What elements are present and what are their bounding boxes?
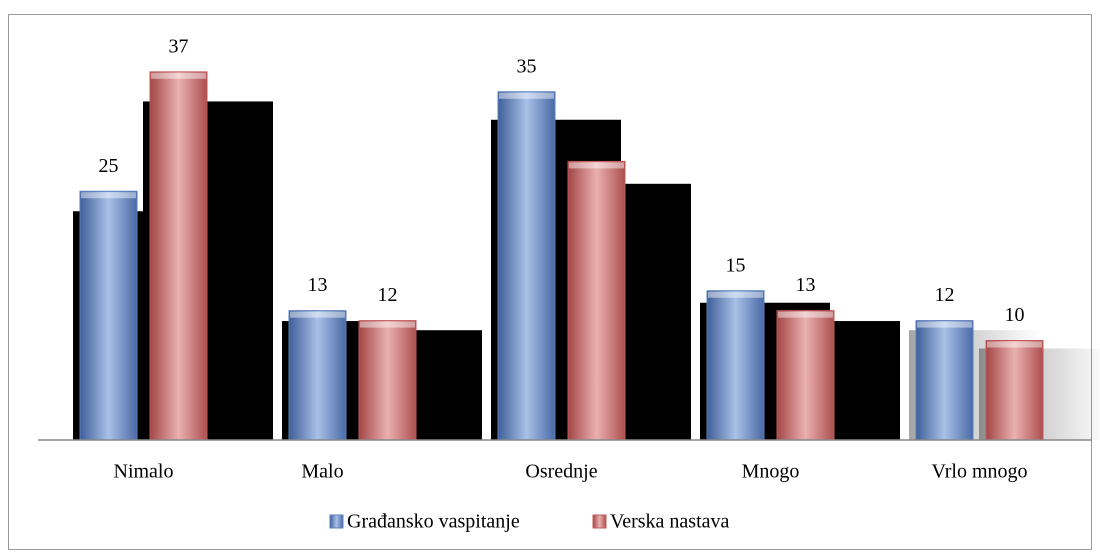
bar xyxy=(149,71,208,441)
bar xyxy=(288,310,347,441)
bar-bevel xyxy=(360,321,415,328)
legend-swatch xyxy=(329,514,344,529)
legend-swatch xyxy=(592,514,607,529)
data-label: 25 xyxy=(99,155,119,177)
bar-bevel xyxy=(151,72,206,79)
legend-label: Verska nastava xyxy=(610,511,730,533)
bar xyxy=(79,190,138,441)
bar xyxy=(358,320,417,441)
data-label: 12 xyxy=(378,284,398,306)
bar xyxy=(497,91,556,441)
bar-bevel xyxy=(81,192,136,199)
bar-bevel xyxy=(917,321,972,328)
bar xyxy=(776,310,835,441)
bar-bevel xyxy=(290,311,345,318)
x-tick-label: Osrednje xyxy=(525,461,597,483)
x-tick-label: Malo xyxy=(301,461,343,483)
data-label: 15 xyxy=(726,254,746,276)
data-label: 12 xyxy=(935,284,955,306)
x-tick-label: Mnogo xyxy=(742,461,800,483)
bar xyxy=(567,160,626,441)
data-label: 10 xyxy=(1005,304,1025,326)
x-tick-label: Nimalo xyxy=(114,461,174,483)
bar-bevel xyxy=(987,341,1042,348)
bar-bevel xyxy=(708,291,763,298)
data-label: 13 xyxy=(308,274,328,296)
bar-bevel xyxy=(569,162,624,169)
data-label: 37 xyxy=(169,35,189,57)
legend-label: Građansko vaspitanje xyxy=(347,511,520,533)
data-label: 13 xyxy=(796,274,816,296)
x-tick-label: Vrlo mnogo xyxy=(931,461,1027,483)
data-label: 35 xyxy=(517,55,537,77)
bar xyxy=(706,290,765,441)
bar xyxy=(915,320,974,441)
bar-bevel xyxy=(778,311,833,318)
bar-bevel xyxy=(499,92,554,99)
bar xyxy=(985,340,1044,441)
